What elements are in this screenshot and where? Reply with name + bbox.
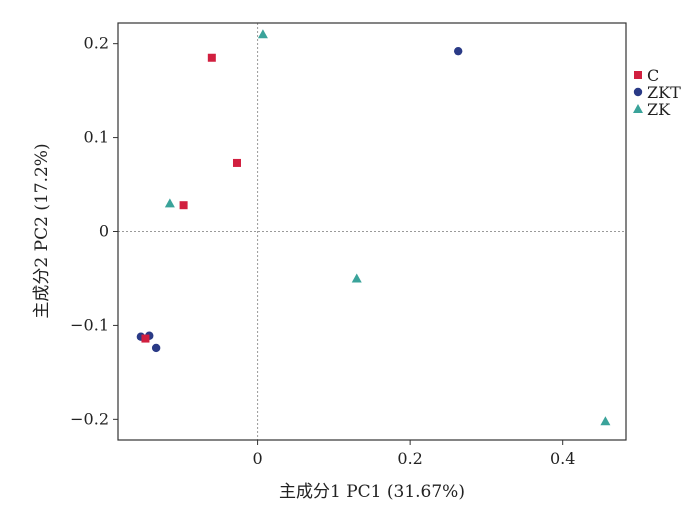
y-tick-label: −0.2 (70, 409, 109, 428)
y-axis-ticks: −0.2 −0.1 0 0.1 0.2 (70, 34, 118, 428)
data-point-c (232, 158, 241, 167)
data-point-zk (257, 29, 268, 39)
reference-lines (118, 23, 626, 440)
data-point-c (207, 53, 216, 62)
y-axis-title: 主成分2 PC2 (17.2%) (32, 143, 52, 318)
y-tick-label: −0.1 (70, 315, 109, 334)
data-point-zkt (453, 46, 463, 56)
data-point-c (141, 334, 150, 343)
y-tick-label: 0 (99, 222, 109, 241)
x-axis-title: 主成分1 PC1 (31.67%) (279, 482, 465, 502)
data-point-c (179, 201, 188, 210)
legend-marker-c (634, 71, 642, 79)
data-point-zk (600, 416, 611, 426)
x-tick-label: 0.4 (550, 449, 575, 468)
data-point-zk (164, 198, 175, 208)
legend-marker-zk (633, 104, 643, 113)
data-point-zkt (151, 343, 161, 353)
legend-marker-zkt (633, 87, 643, 97)
data-point-zk (351, 273, 362, 283)
y-tick-label: 0.2 (84, 34, 109, 53)
legend-label-c: C (647, 66, 659, 85)
data-points (136, 29, 611, 426)
legend-label-zkt: ZKT (647, 83, 681, 102)
x-axis-ticks: 0 0.2 0.4 (252, 440, 575, 468)
legend-label-zk: ZK (647, 100, 671, 119)
x-tick-label: 0 (252, 449, 262, 468)
y-tick-label: 0.1 (84, 128, 109, 147)
x-tick-label: 0.2 (397, 449, 422, 468)
